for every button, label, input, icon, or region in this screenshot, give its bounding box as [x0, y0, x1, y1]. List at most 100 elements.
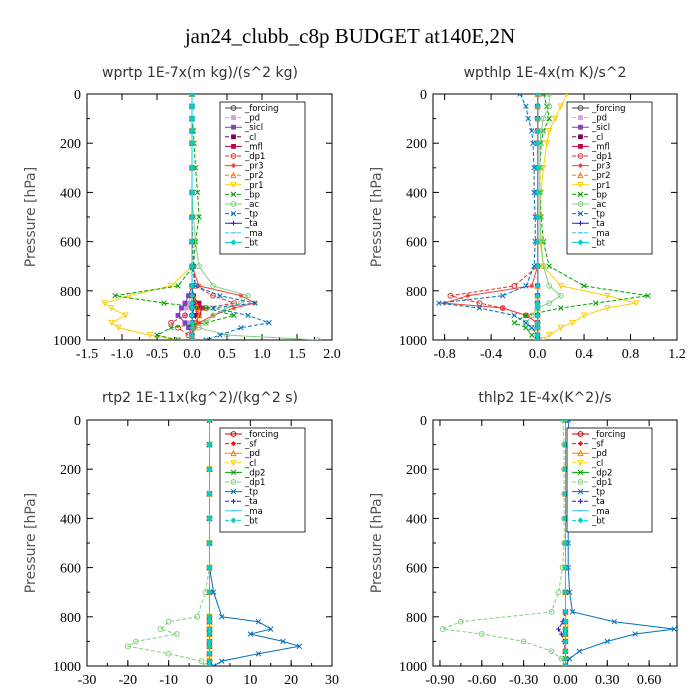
x-tick-label: 0.30 [595, 673, 620, 688]
data-point [604, 292, 611, 300]
legend-entry: _ta [591, 219, 605, 229]
data-point [534, 337, 541, 340]
data-point [478, 631, 485, 637]
series-line-pr1 [103, 94, 193, 340]
y-tick-label: 600 [406, 236, 427, 251]
legend-marker [577, 449, 584, 457]
legend: _forcing_pd_sicl_cl_mfl_dp1_pr3_pr2_pr1_… [566, 101, 653, 255]
data-point [439, 626, 446, 632]
data-point [206, 540, 213, 546]
data-point [555, 589, 562, 596]
data-point [218, 614, 225, 620]
y-tick-label: 800 [60, 285, 81, 300]
data-point [175, 337, 181, 340]
data-point [566, 655, 573, 662]
legend-marker [577, 469, 584, 476]
data-point [203, 305, 209, 311]
data-point [562, 564, 569, 571]
data-point [540, 263, 547, 270]
data-point [210, 663, 217, 666]
data-point [529, 324, 535, 331]
legend-entry: _ac [244, 200, 259, 210]
data-point [500, 305, 506, 311]
legend-marker [231, 441, 236, 446]
legend-marker [578, 134, 583, 140]
y-tick-label: 1000 [53, 334, 81, 349]
legend-entry: _cl [591, 133, 603, 143]
series-group [124, 420, 303, 666]
legend-marker [577, 153, 584, 159]
data-point [520, 638, 527, 645]
data-point [196, 263, 202, 270]
legend-entry: _dp1 [591, 478, 612, 488]
x-tick-label: 30 [325, 673, 339, 688]
data-point [206, 613, 213, 620]
data-point [523, 324, 529, 331]
legend-marker [577, 479, 584, 485]
y-tick-label: 1000 [399, 660, 427, 675]
data-point [546, 300, 553, 307]
legend-marker [230, 201, 237, 207]
data-point [206, 663, 213, 666]
legend-entry: _bt [244, 516, 259, 526]
x-tick-label: -1.0 [111, 347, 133, 362]
legend-marker [230, 517, 237, 524]
data-point [189, 312, 195, 319]
data-point [511, 320, 518, 326]
x-tick-label: 0.00 [553, 673, 578, 688]
legend-entry: _forcing [591, 104, 626, 114]
panel-4: thlp2 1E-4x(K^2)/s Pressure [hPa] -0.90 -0.… [369, 390, 678, 688]
data-point [296, 643, 303, 650]
data-point [154, 332, 160, 338]
data-point [545, 128, 553, 135]
data-point [529, 283, 535, 289]
legend-marker [230, 210, 237, 217]
legend-entry: _bt [591, 238, 606, 248]
legend-entry: _pr2 [244, 171, 264, 181]
data-point [632, 631, 638, 637]
legend-marker [231, 134, 236, 140]
legend-entry: _ta [244, 497, 258, 507]
legend-entry: _sf [244, 440, 258, 450]
data-point [206, 650, 213, 657]
data-point [280, 638, 286, 645]
legend-entry: _bt [591, 516, 606, 526]
data-point [592, 300, 599, 306]
data-point [528, 312, 535, 319]
data-point [206, 626, 213, 633]
data-point [534, 140, 541, 147]
data-point [203, 319, 209, 326]
legend-marker [231, 498, 236, 504]
x-tick-label: 1.2 [668, 347, 686, 362]
data-point [189, 214, 195, 220]
x-tick-label: -0.5 [146, 347, 168, 362]
legend-entry: _ma [591, 229, 610, 239]
legend-entry: _mfl [591, 142, 610, 152]
legend-entry: _ac [591, 200, 606, 210]
data-point [525, 115, 532, 122]
data-point [189, 238, 195, 245]
data-point [189, 94, 195, 97]
data-point [224, 305, 230, 311]
data-point [558, 305, 564, 311]
legend-entry: _cl [591, 459, 603, 469]
legend-entry: _dp1 [244, 478, 265, 488]
legend-marker [231, 163, 236, 168]
data-point [231, 312, 237, 319]
series-line-tp [438, 94, 539, 340]
data-point [499, 292, 506, 299]
legend-marker [578, 115, 583, 120]
data-point [523, 320, 529, 326]
legend-marker [231, 220, 236, 226]
data-point [569, 609, 576, 615]
data-point [465, 293, 471, 299]
legend-entry: _tp [244, 210, 258, 220]
legend-marker [230, 191, 237, 198]
x-tick-label: 0.8 [622, 347, 640, 362]
data-point [206, 663, 213, 666]
data-point [436, 300, 442, 306]
legend-entry: _forcing [244, 104, 279, 114]
y-tick-label: 600 [60, 562, 81, 577]
x-tick-label: 0 [206, 673, 213, 688]
